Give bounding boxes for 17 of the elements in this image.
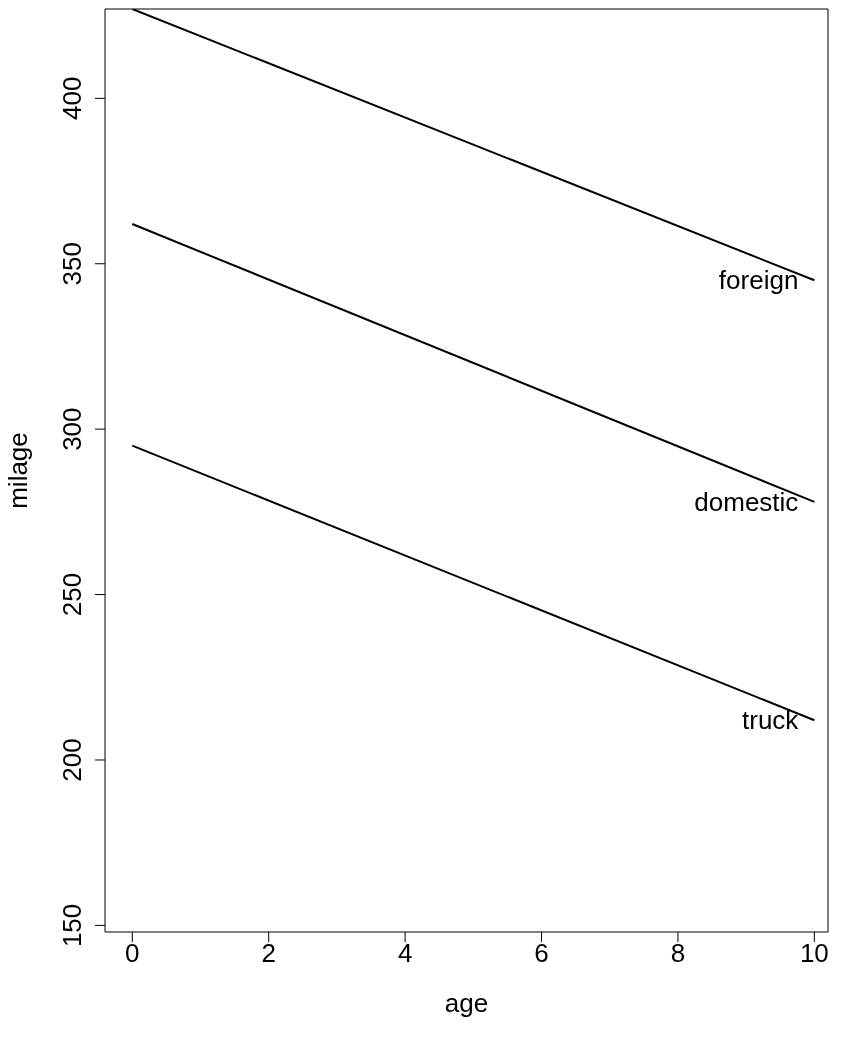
x-tick-label: 2 [261,938,276,969]
y-tick-label: 150 [57,903,87,948]
series-label: truck [742,705,800,736]
x-tick-label: 8 [670,938,686,969]
y-tick-label: 200 [57,738,87,782]
y-tick-label: 350 [57,242,87,286]
x-tick-label: 6 [534,938,549,969]
y-axis-title: milage [3,432,34,509]
x-tick-label: 10 [799,938,829,969]
x-axis-title: age [444,988,489,1018]
x-tick-label: 0 [125,938,140,969]
series-label: domestic [694,486,799,517]
x-tick-label: 4 [397,938,413,969]
y-tick-label: 250 [57,572,87,617]
y-tick-label: 300 [57,407,87,451]
series-label: foreign [718,265,799,296]
y-tick-label: 400 [57,76,87,121]
